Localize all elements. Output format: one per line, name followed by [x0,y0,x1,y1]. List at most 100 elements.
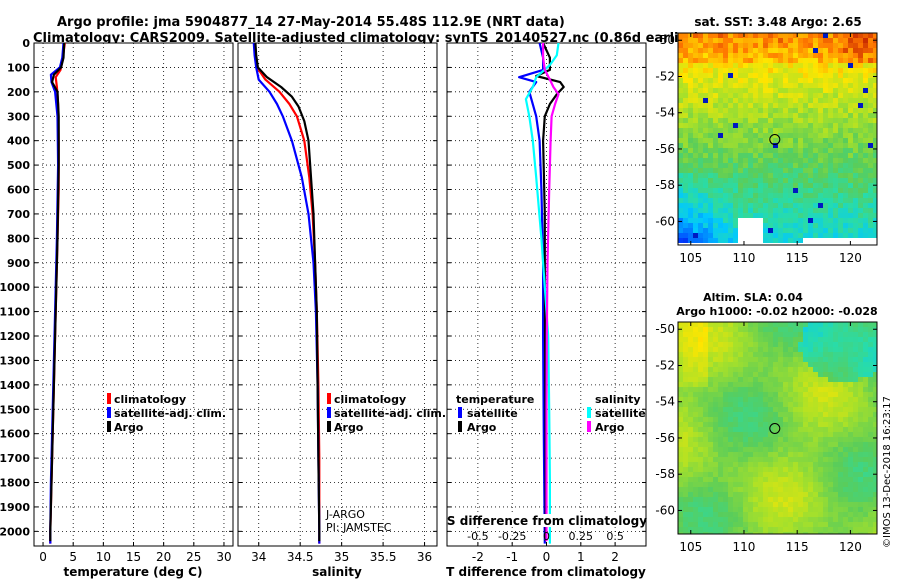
map-cell [863,228,868,233]
map-cell [703,332,708,337]
map-cell [838,362,843,367]
map-cell [763,432,768,437]
map-cell [868,427,873,432]
map-cell [838,327,843,332]
map-cell [738,367,743,372]
map-cell [778,98,783,103]
map-cell [858,412,863,417]
map-cell [753,457,758,462]
map-cell [858,63,863,68]
x-tick-label: 5 [69,550,77,564]
map-cell [723,98,728,103]
map-cell [858,153,863,158]
map-cell [703,397,708,402]
map-cell [738,437,743,442]
map-y-tick-label: -54 [655,395,675,409]
map-cell [828,347,833,352]
map-cell [848,103,853,108]
map-cell [848,168,853,173]
map-cell [788,442,793,447]
map-cell [793,497,798,502]
map-cell [848,432,853,437]
map-cell [783,412,788,417]
map-cell [828,412,833,417]
map-cell [843,133,848,138]
map-cell [683,168,688,173]
map-cell [848,43,853,48]
map-cell [793,133,798,138]
map-cell [863,153,868,158]
map-cell [728,422,733,427]
map-cell [688,332,693,337]
map-cell [723,48,728,53]
map-cell [763,502,768,507]
map-cell [818,213,823,218]
map-cell [688,228,693,233]
map-cell [678,442,683,447]
map-cell [688,73,693,78]
map-cell [798,357,803,362]
map-cell [833,402,838,407]
map-cell [768,43,773,48]
map-cell [763,168,768,173]
map-cell [873,48,877,53]
map-cell [688,188,693,193]
map-cell [698,337,703,342]
map-cell [828,193,833,198]
map-cell [723,153,728,158]
map-cell [743,143,748,148]
map-cell [738,517,743,522]
map-cell [823,327,828,332]
map-cell [778,462,783,467]
map-cell [823,188,828,193]
map-cell [768,522,773,527]
map-cell [783,108,788,113]
map-cell [683,78,688,83]
map-x-tick-label: 110 [733,540,756,554]
map-cell [678,492,683,497]
map-cell [798,422,803,427]
map-cell [763,507,768,512]
map-cell [858,417,863,422]
map-cell [788,188,793,193]
map-cell [778,397,783,402]
map-cell [708,417,713,422]
map-cell [738,322,743,327]
map-cell [683,133,688,138]
map-cell [853,103,858,108]
map-cell [703,178,708,183]
map-cell [788,352,793,357]
map-cell [788,507,793,512]
map-cell [683,193,688,198]
map-cell [863,63,868,68]
map-cell [793,43,798,48]
map-cell [823,512,828,517]
map-cell [873,482,877,487]
map-cell [708,347,713,352]
map-cell [783,153,788,158]
depth-tick-label: 900 [7,257,30,270]
map-cell [743,63,748,68]
map-cell [708,522,713,527]
map-cell [703,482,708,487]
map-cell [813,402,818,407]
map-cell [788,48,793,53]
map-cell [758,452,763,457]
map-cell [778,457,783,462]
map-cell [753,68,758,73]
map-cell [858,427,863,432]
map-cell [788,492,793,497]
map-cell [743,437,748,442]
map-cell [713,193,718,198]
map-cell [793,482,798,487]
map-cell [758,193,763,198]
map-cell [803,407,808,412]
map-cell [788,322,793,327]
map-cell [788,78,793,83]
map-cell [768,138,773,143]
map-cell [793,412,798,417]
map-cell [868,322,873,327]
map-cell [768,53,773,58]
map-cell [763,372,768,377]
map-cell [838,148,843,153]
